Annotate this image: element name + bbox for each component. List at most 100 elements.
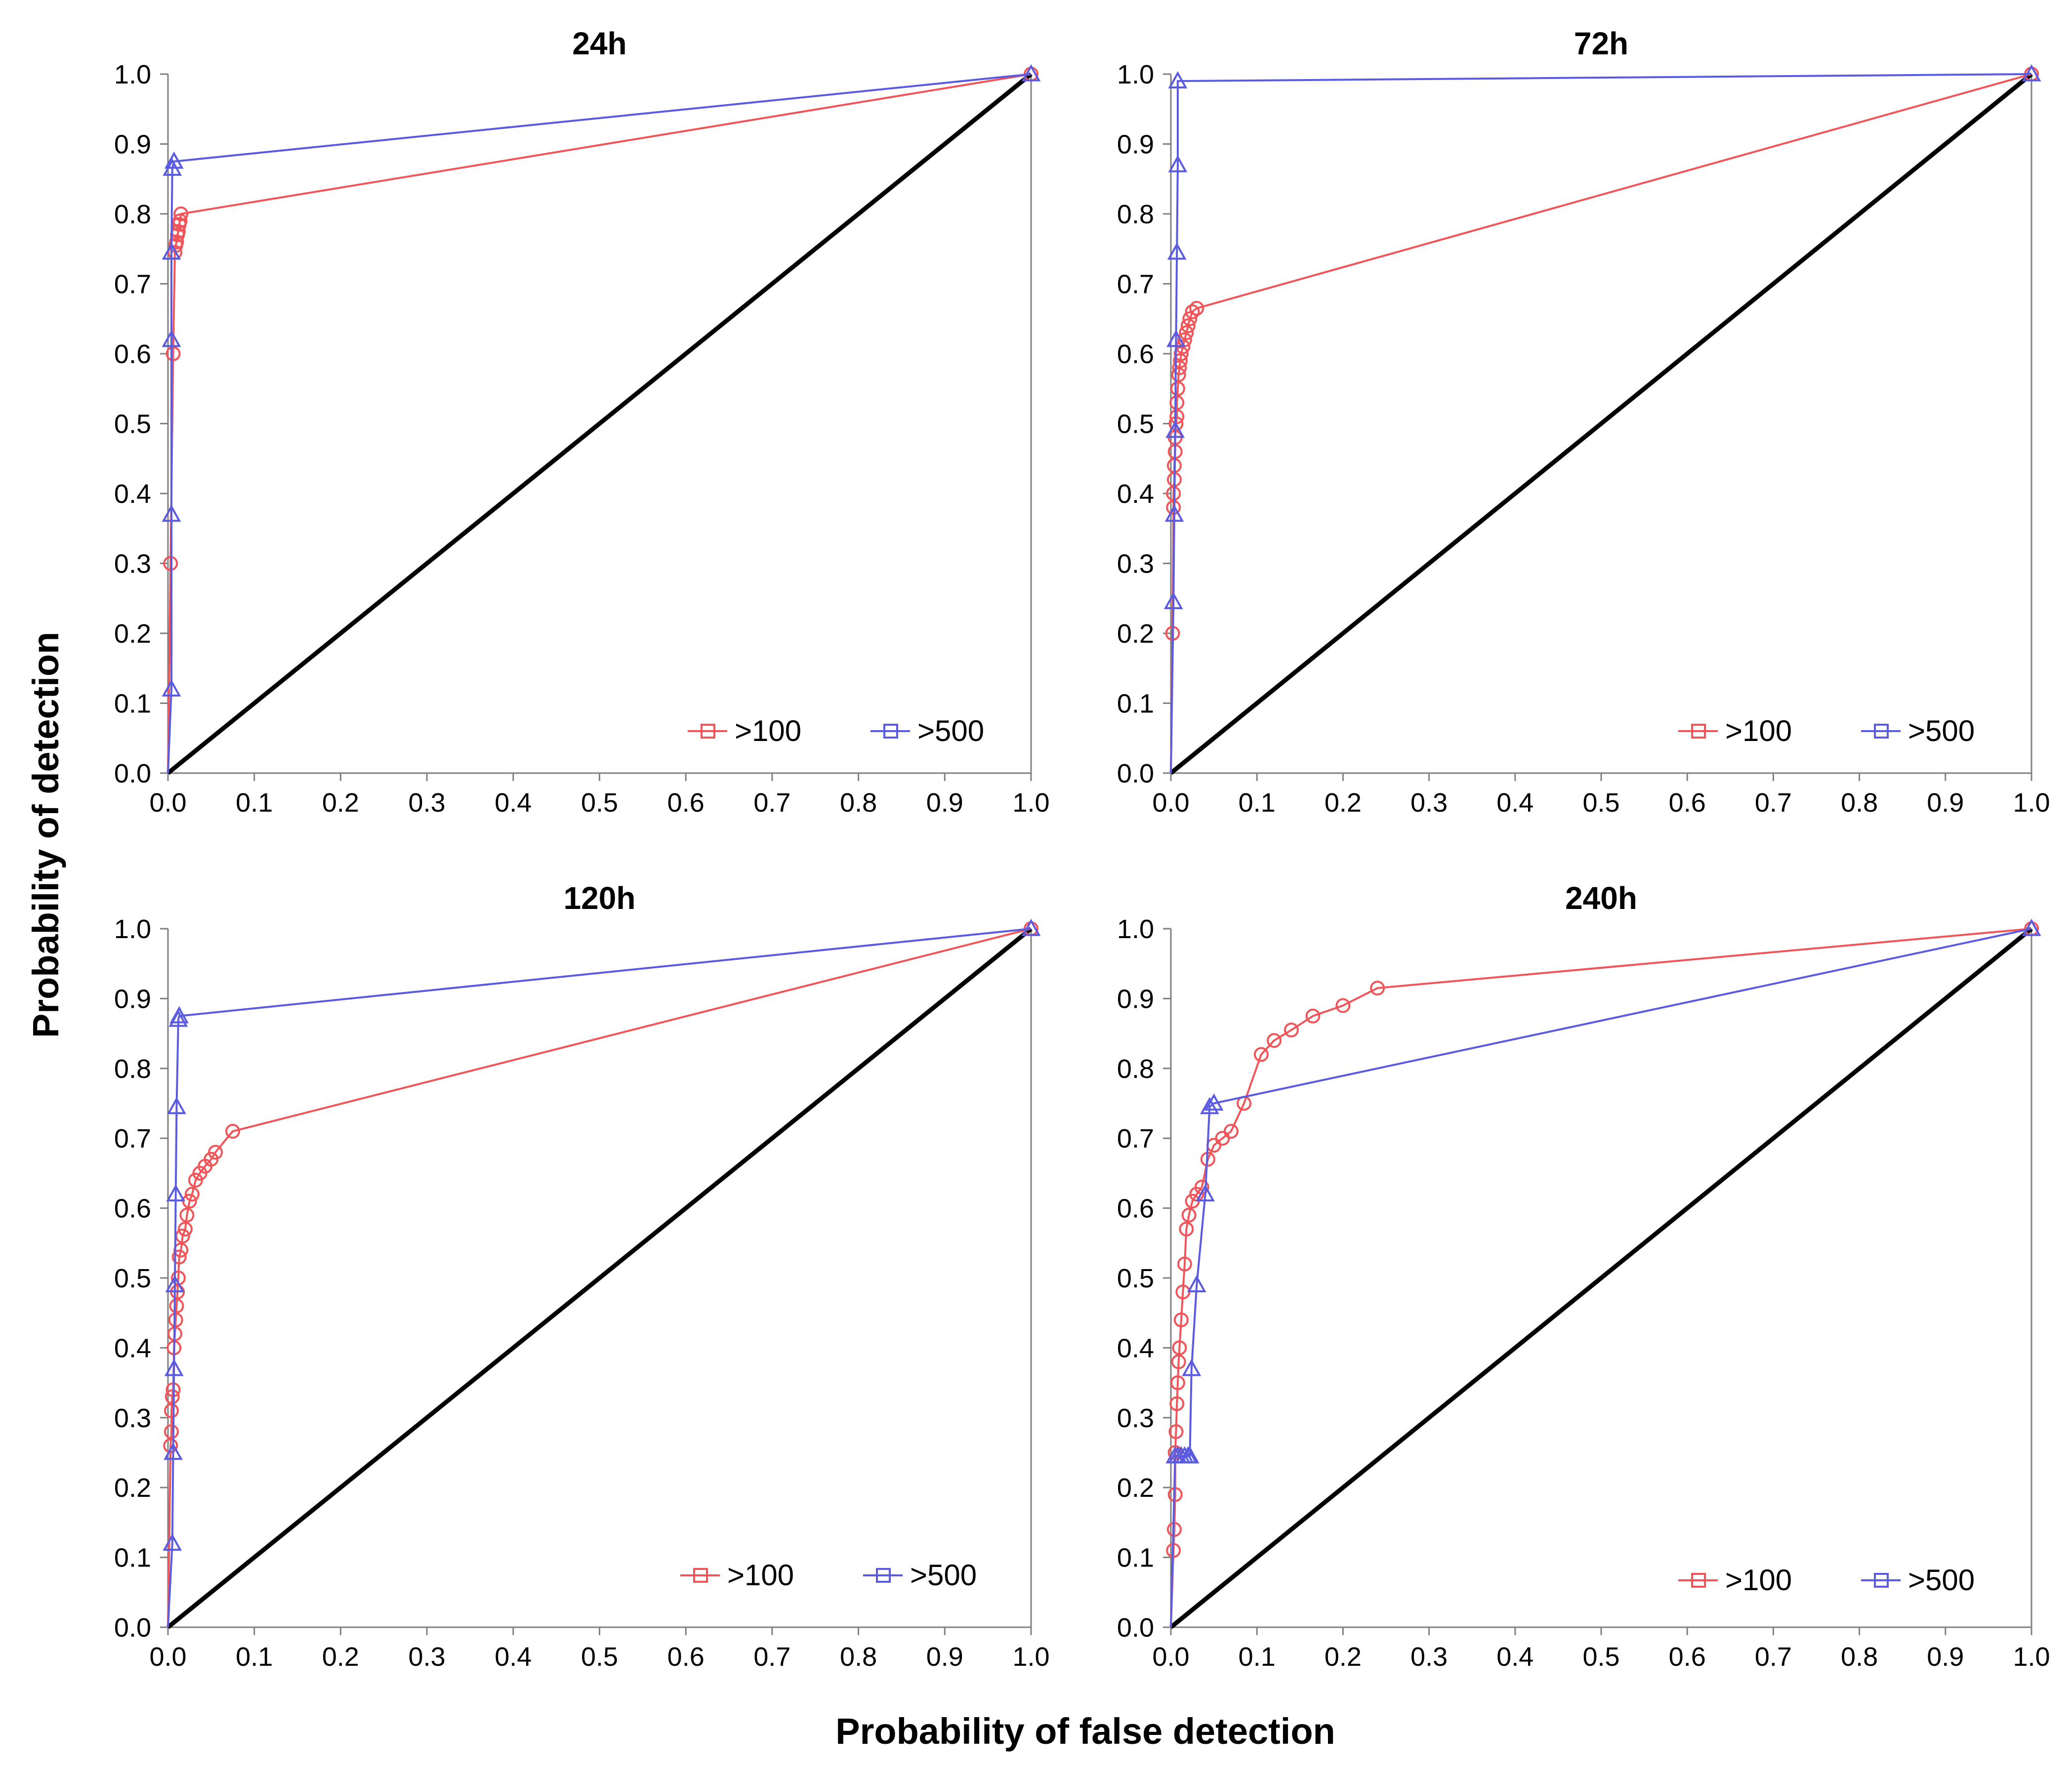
- data-point: [1173, 346, 1189, 361]
- legend: >100 >500: [1678, 714, 1975, 747]
- data-point: [1200, 1097, 1219, 1114]
- x-tick-label: 0.3: [409, 788, 446, 818]
- legend-marker: [876, 1568, 891, 1583]
- data-point: [167, 1097, 186, 1114]
- panel-72h: 72h 0.0 0.1 0.2 0.3 0.4 0.5 0.6 0.7 0.8 0.9 1.0 0.0 0…: [1117, 26, 2050, 818]
- x-axis-label: Probability of false detection: [835, 1711, 1335, 1752]
- data-point: [1170, 381, 1185, 396]
- data-point: [2022, 918, 2041, 936]
- series-line: [1170, 73, 2032, 774]
- legend-marker: [1874, 724, 1889, 739]
- legend-label: >100: [727, 1559, 794, 1592]
- data-point: [1173, 1312, 1189, 1327]
- y-tick-label: 0.6: [114, 339, 151, 369]
- x-tick-label: 0.6: [1669, 1642, 1706, 1672]
- y-tick-label: 0.2: [1117, 1473, 1154, 1503]
- data-point: [1180, 318, 1196, 333]
- x-tick-label: 0.4: [495, 788, 532, 818]
- data-point: [1185, 304, 1200, 320]
- y-tick-label: 0.9: [114, 984, 151, 1014]
- y-tick-label: 0.7: [1117, 1124, 1154, 1153]
- data-point: [164, 151, 184, 169]
- data-point: [1165, 420, 1185, 438]
- diagonal-reference-line: [1169, 72, 2033, 775]
- y-tick-label: 0.9: [1117, 130, 1154, 160]
- x-tick-label: 1.0: [2013, 1642, 2050, 1672]
- data-point: [225, 1124, 241, 1139]
- legend-marker: [1691, 724, 1706, 739]
- x-tick-label: 0.7: [1755, 1642, 1792, 1672]
- y-tick-label: 0.5: [114, 410, 151, 439]
- x-tick-label: 0.4: [1496, 1642, 1533, 1672]
- data-point: [1223, 1124, 1239, 1139]
- legend: >100 >500: [688, 714, 984, 747]
- data-point: [169, 234, 184, 249]
- data-point: [1173, 353, 1188, 369]
- x-tick-label: 0.5: [1582, 788, 1619, 818]
- data-point: [1335, 998, 1351, 1013]
- legend: >100 >500: [680, 1559, 977, 1592]
- data-point: [163, 1438, 178, 1453]
- data-point: [1168, 155, 1188, 172]
- data-point: [1169, 395, 1185, 411]
- data-point: [162, 242, 181, 260]
- x-tick-label: 0.8: [840, 788, 877, 818]
- y-tick-label: 0.6: [114, 1194, 151, 1224]
- series-gt500: [162, 64, 1041, 774]
- legend-label: >500: [910, 1559, 977, 1592]
- data-point: [1166, 486, 1181, 501]
- y-tick-label: 0.8: [114, 1054, 151, 1084]
- data-point: [1370, 981, 1385, 996]
- data-point: [1021, 918, 1041, 936]
- legend-label: >500: [917, 714, 984, 747]
- x-tick-label: 0.6: [667, 1642, 704, 1672]
- data-point: [169, 1006, 189, 1024]
- data-point: [168, 1312, 183, 1327]
- legend-label: >100: [1725, 1564, 1792, 1597]
- y-tick-label: 0.4: [114, 1333, 151, 1363]
- x-tick-label: 0.7: [753, 1642, 790, 1672]
- data-point: [2022, 64, 2041, 82]
- y-tick-label: 0.3: [1117, 1403, 1154, 1433]
- y-tick-label: 0.5: [114, 1264, 151, 1293]
- data-point: [1253, 1047, 1269, 1062]
- y-tick-label: 0.8: [1117, 1054, 1154, 1084]
- panel-24h: 24h 0.0 0.1 0.2 0.3 0.4 0.5 0.6 0.7 0.8 0.9 1.0 0.0 0…: [114, 26, 1050, 818]
- data-point: [1179, 325, 1194, 340]
- y-tick-label: 0.2: [114, 1473, 151, 1503]
- diagonal-reference-line: [1169, 927, 2033, 1629]
- data-point: [184, 1187, 200, 1202]
- y-tick-label: 0.3: [1117, 549, 1154, 579]
- x-tick-label: 0.8: [1841, 788, 1878, 818]
- data-point: [164, 1358, 184, 1376]
- legend-label: >500: [1908, 1564, 1975, 1597]
- y-tick-label: 0.0: [114, 759, 151, 788]
- diagonal-reference-line: [166, 927, 1033, 1629]
- y-axis-label: Probability of detection: [25, 632, 66, 1038]
- panel-title: 24h: [572, 26, 626, 61]
- series-gt100: [163, 67, 1038, 774]
- y-tick-label: 0.4: [114, 479, 151, 509]
- data-point: [1179, 1222, 1194, 1237]
- diagonal-reference-line: [166, 72, 1033, 775]
- legend-label: >100: [1725, 714, 1792, 747]
- x-tick-label: 0.3: [409, 1642, 446, 1672]
- x-tick-label: 0.7: [1755, 788, 1792, 818]
- legend-marker: [701, 724, 715, 739]
- data-point: [1168, 1424, 1184, 1440]
- data-point: [1267, 1033, 1282, 1048]
- data-point: [1168, 71, 1188, 88]
- y-tick-label: 0.2: [1117, 619, 1154, 649]
- data-point: [162, 504, 181, 522]
- x-tick-label: 1.0: [2013, 788, 2050, 818]
- data-point: [165, 1275, 185, 1292]
- y-tick-label: 1.0: [1117, 914, 1154, 944]
- data-point: [1182, 311, 1198, 327]
- x-tick-label: 0.0: [149, 1642, 186, 1672]
- data-point: [1164, 504, 1184, 522]
- legend-label: >100: [735, 714, 801, 747]
- x-tick-label: 0.9: [926, 788, 963, 818]
- x-tick-label: 0.5: [581, 788, 618, 818]
